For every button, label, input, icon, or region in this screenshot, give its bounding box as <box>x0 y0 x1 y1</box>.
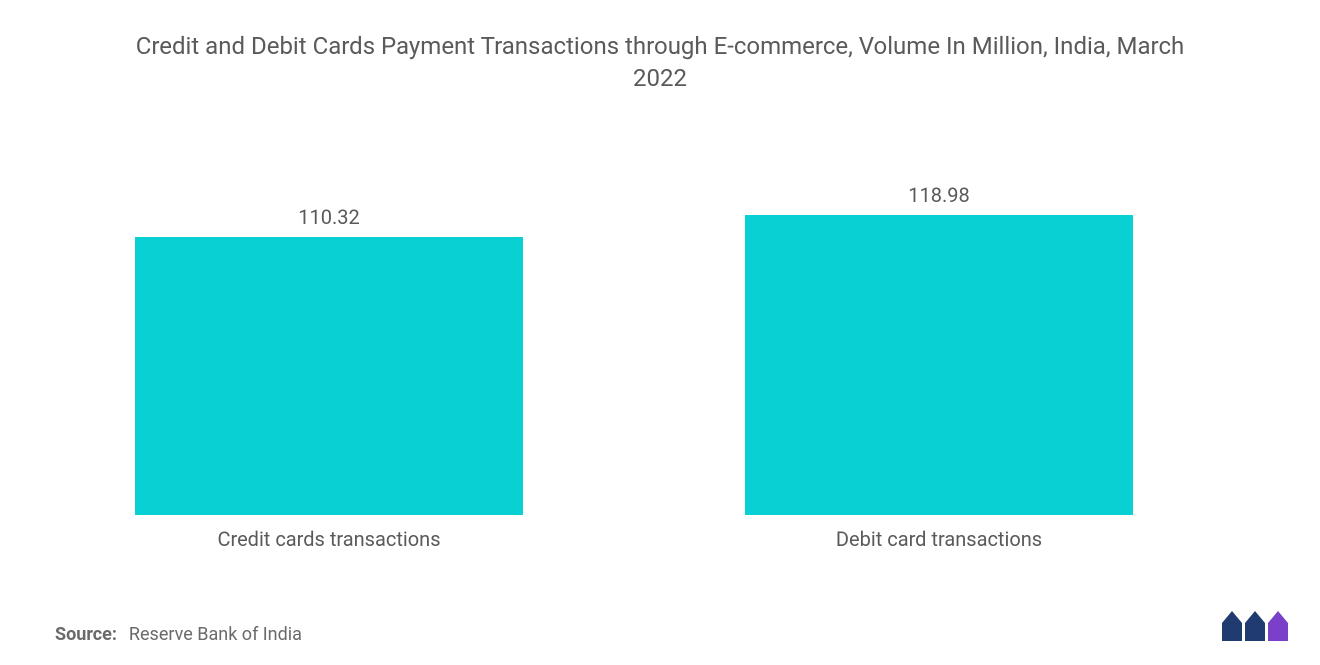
bar <box>135 237 523 515</box>
bar <box>745 215 1133 515</box>
chart-title: Credit and Debit Cards Payment Transacti… <box>0 0 1320 105</box>
bar-chart: 110.32 118.98 <box>0 155 1320 515</box>
x-axis-label: Debit card transactions <box>745 527 1133 551</box>
bar-group: 110.32 <box>135 205 523 515</box>
bar-value-label: 110.32 <box>135 205 523 229</box>
brand-logo-icon <box>1220 609 1290 647</box>
bar-group: 118.98 <box>745 183 1133 515</box>
x-axis-label: Credit cards transactions <box>135 527 523 551</box>
bar-value-label: 118.98 <box>745 183 1133 207</box>
source-label: Source: <box>55 624 117 645</box>
source-text: Reserve Bank of India <box>129 624 302 645</box>
source-footer: Source: Reserve Bank of India <box>55 624 302 645</box>
